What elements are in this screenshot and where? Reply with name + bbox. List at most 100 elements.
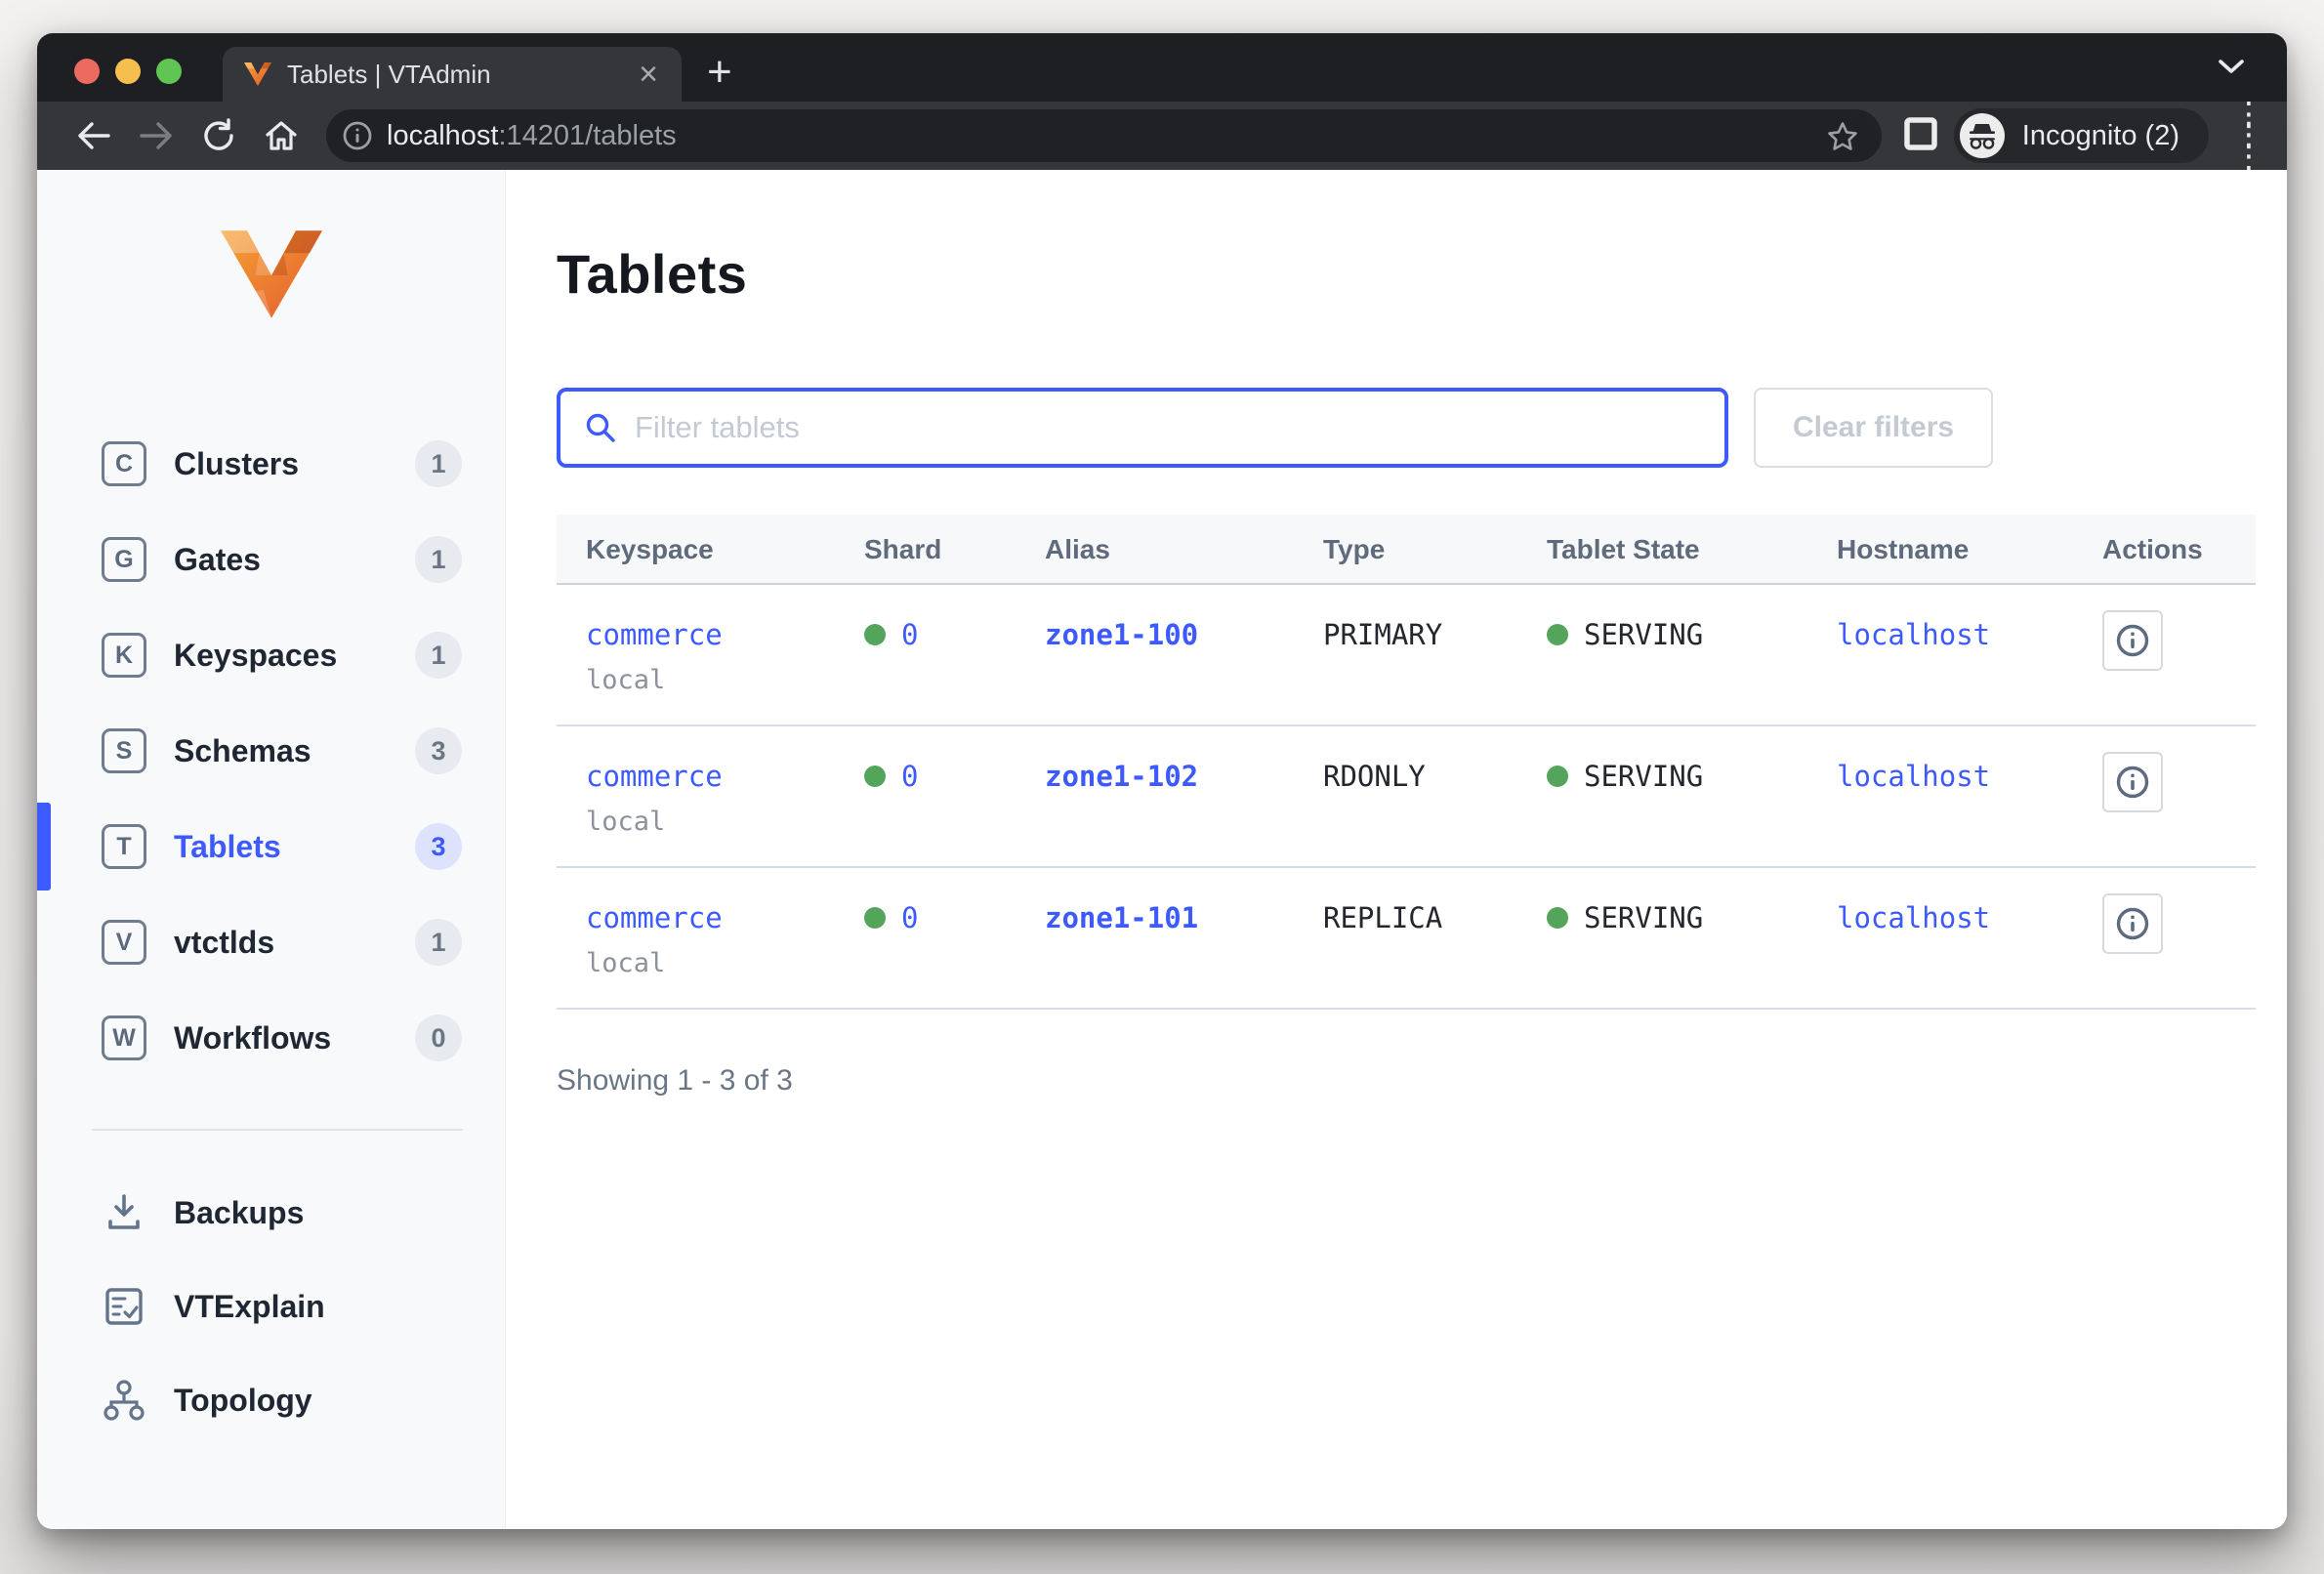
sidebar: C Clusters 1 G Gates 1 K Keyspaces 1 S S… xyxy=(37,170,506,1529)
alias-link[interactable]: zone1-100 xyxy=(1045,618,1199,651)
vitess-logo-icon xyxy=(220,230,322,318)
filter-tablets-input[interactable] xyxy=(635,410,1701,445)
url-text: localhost:14201/tablets xyxy=(387,119,677,151)
keyspace-link[interactable]: commerce xyxy=(586,901,723,934)
clear-filters-button[interactable]: Clear filters xyxy=(1754,388,1994,468)
nav-letter-icon: C xyxy=(102,441,146,486)
browser-window: Tablets | VTAdmin × + xyxy=(37,33,2287,1529)
topology-icon xyxy=(102,1379,146,1422)
shard-status-dot xyxy=(864,907,886,929)
nav-letter-icon: T xyxy=(102,824,146,869)
browser-tab[interactable]: Tablets | VTAdmin × xyxy=(223,47,682,102)
site-info-icon[interactable] xyxy=(336,114,379,157)
new-tab-button[interactable]: + xyxy=(707,48,732,96)
sidebar-item-label: Workflows xyxy=(174,1019,332,1056)
sidebar-item-label: Gates xyxy=(174,541,261,577)
state-label: SERVING xyxy=(1584,618,1704,651)
state-cell: SERVING xyxy=(1517,726,1807,866)
keyspace-link[interactable]: commerce xyxy=(586,618,723,651)
sidebar-item-keyspaces[interactable]: K Keyspaces 1 xyxy=(37,607,505,703)
sidebar-item-gates[interactable]: G Gates 1 xyxy=(37,512,505,607)
checklist-icon xyxy=(102,1286,146,1327)
sidebar-item-label: Topology xyxy=(174,1382,312,1418)
tab-search-chevron-icon[interactable] xyxy=(2215,55,2248,78)
state-label: SERVING xyxy=(1584,901,1704,934)
tab-close-icon[interactable]: × xyxy=(639,56,658,93)
incognito-icon xyxy=(1959,113,2005,158)
hostname-link[interactable]: localhost xyxy=(1837,618,1991,651)
close-window-button[interactable] xyxy=(74,59,100,84)
sidebar-item-workflows[interactable]: W Workflows 0 xyxy=(37,990,505,1086)
back-arrow-icon xyxy=(78,122,110,149)
table-row: commerce local 0 zone1-102 RDONLY SERVIN… xyxy=(557,726,2256,868)
type-cell: REPLICA xyxy=(1323,901,1443,934)
sidebar-item-topology[interactable]: Topology xyxy=(37,1353,505,1447)
table-row: commerce local 0 zone1-100 PRIMARY SERVI… xyxy=(557,585,2256,726)
nav-letter-icon: S xyxy=(102,728,146,773)
keyspace-cell: commerce local xyxy=(557,585,835,725)
home-icon xyxy=(266,121,297,150)
table-body: commerce local 0 zone1-100 PRIMARY SERVI… xyxy=(557,585,2256,1010)
column-header-keyspace: Keyspace xyxy=(586,534,714,564)
tablet-info-button[interactable] xyxy=(2102,893,2163,954)
table-header: Keyspace Shard Alias Type Tablet State Hostna… xyxy=(557,515,2256,585)
column-header-hostname: Hostname xyxy=(1837,534,1970,564)
maximize-window-button[interactable] xyxy=(156,59,182,84)
home-button[interactable] xyxy=(254,108,309,163)
count-badge: 3 xyxy=(415,823,462,870)
keyspace-cell: commerce local xyxy=(557,726,835,866)
bookmark-star-icon[interactable] xyxy=(1827,121,1858,151)
shard-status-dot xyxy=(864,624,886,645)
count-badge: 1 xyxy=(415,919,462,966)
sidebar-nav: C Clusters 1 G Gates 1 K Keyspaces 1 S S… xyxy=(37,416,505,1086)
download-icon xyxy=(102,1192,146,1233)
alias-cell: zone1-100 xyxy=(1016,585,1294,725)
hostname-link[interactable]: localhost xyxy=(1837,760,1991,793)
vitess-favicon-icon xyxy=(244,62,271,87)
alias-link[interactable]: zone1-102 xyxy=(1045,760,1199,793)
shard-cell: 0 xyxy=(835,726,1016,866)
sidebar-item-label: VTExplain xyxy=(174,1288,325,1324)
column-header-type: Type xyxy=(1323,534,1386,564)
filter-box xyxy=(557,388,1728,468)
search-icon xyxy=(586,413,615,442)
tab-title: Tablets | VTAdmin xyxy=(287,59,491,89)
sidebar-item-label: vtctlds xyxy=(174,924,275,960)
shard-link[interactable]: 0 xyxy=(901,901,919,934)
tablet-info-button[interactable] xyxy=(2102,610,2163,671)
side-panel-icon xyxy=(1904,116,1937,150)
minimize-window-button[interactable] xyxy=(115,59,141,84)
nav-letter-icon: V xyxy=(102,920,146,965)
column-header-actions: Actions xyxy=(2102,534,2203,564)
results-summary: Showing 1 - 3 of 3 xyxy=(557,1064,793,1097)
sidebar-item-backups[interactable]: Backups xyxy=(37,1166,505,1260)
reload-icon xyxy=(204,118,233,150)
tab-strip: Tablets | VTAdmin × + xyxy=(37,33,2287,102)
cluster-name: local xyxy=(586,665,666,695)
table-row: commerce local 0 zone1-101 REPLICA SERVI… xyxy=(557,868,2256,1010)
nav-letter-icon: W xyxy=(102,1015,146,1060)
sidebar-item-label: Schemas xyxy=(174,732,311,768)
shard-link[interactable]: 0 xyxy=(901,760,919,793)
sidebar-item-clusters[interactable]: C Clusters 1 xyxy=(37,416,505,512)
sidebar-item-tablets[interactable]: T Tablets 3 xyxy=(37,799,505,894)
sidebar-item-vtexplain[interactable]: VTExplain xyxy=(37,1260,505,1353)
sidebar-item-schemas[interactable]: S Schemas 3 xyxy=(37,703,505,799)
tablet-info-button[interactable] xyxy=(2102,752,2163,812)
browser-menu-button[interactable]: ⋮ ⋮ ⋮ xyxy=(2232,96,2265,175)
incognito-badge[interactable]: Incognito (2) xyxy=(1953,108,2209,163)
serving-status-dot xyxy=(1547,766,1568,787)
actions-cell xyxy=(2073,585,2256,725)
reload-button[interactable] xyxy=(191,108,246,163)
sidebar-item-vtctlds[interactable]: V vtctlds 1 xyxy=(37,894,505,990)
forward-button[interactable] xyxy=(129,108,184,163)
alias-link[interactable]: zone1-101 xyxy=(1045,901,1199,934)
hostname-cell: localhost xyxy=(1807,868,2073,1008)
back-button[interactable] xyxy=(66,108,121,163)
keyspace-link[interactable]: commerce xyxy=(586,760,723,793)
hostname-link[interactable]: localhost xyxy=(1837,901,1991,934)
side-panel-button[interactable] xyxy=(1903,116,1938,156)
hostname-cell: localhost xyxy=(1807,726,2073,866)
shard-link[interactable]: 0 xyxy=(901,618,919,651)
address-bar[interactable]: localhost:14201/tablets xyxy=(326,109,1882,162)
